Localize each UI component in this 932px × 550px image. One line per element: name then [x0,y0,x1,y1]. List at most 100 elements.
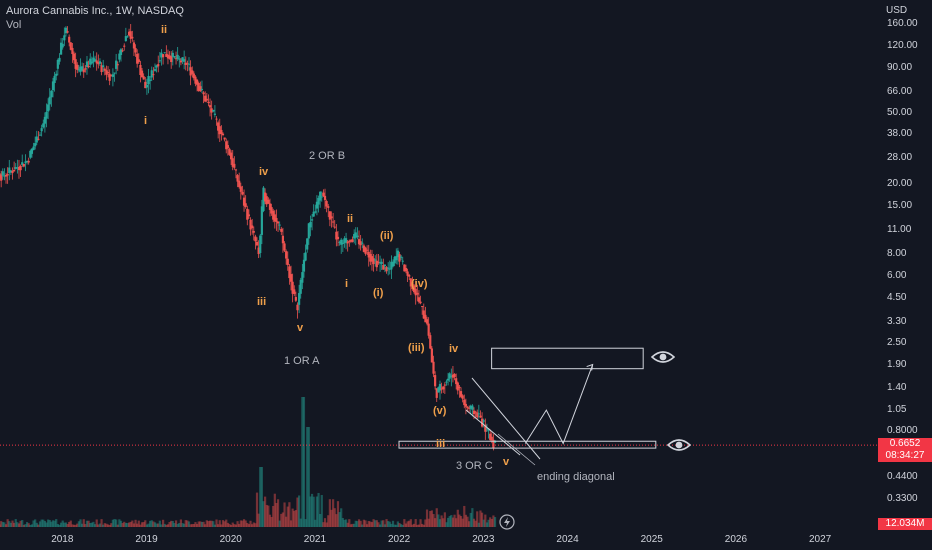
candle [453,373,456,378]
candle [255,241,259,246]
volume-bar [21,520,24,527]
candle [370,256,374,262]
volume-bar [474,520,477,527]
volume-bar [22,524,25,527]
target-zone [491,347,644,370]
candle [168,55,171,59]
candle [268,203,272,210]
volume-bar [268,514,272,527]
currency-label: USD [886,5,908,16]
volume-bar [306,427,309,527]
volume-bar [230,524,233,527]
symbol-title[interactable]: Aurora Cannabis Inc., 1W, NASDAQ [6,5,184,17]
candle [421,306,424,308]
volume-bar [285,516,288,527]
volume-bar [417,524,421,527]
volume-bar [95,519,98,527]
candle [30,148,34,154]
volume-bar [335,514,338,527]
volume-bar [387,521,390,527]
candle [157,64,160,67]
volume-bar [111,519,114,527]
candle [43,116,46,124]
volume-bar [24,524,27,527]
volume-bar [0,524,1,527]
candle [0,174,3,181]
candle [25,160,29,162]
volume-bar [16,522,19,527]
x-tick-label: 2023 [472,534,495,545]
candle [301,272,304,283]
volume-bar [453,514,456,527]
candle [102,65,105,68]
candle [354,232,357,238]
y-tick-label: 0.4400 [887,470,918,482]
candle [325,201,328,207]
candle [296,304,299,311]
volume-bar [29,524,32,527]
volume-bar [463,505,466,527]
volume-bar [388,521,391,527]
volume-bar [459,516,463,527]
candle [63,35,66,41]
candle [223,137,226,140]
candle [456,382,459,391]
volume-bar [450,515,453,527]
candle [278,224,281,226]
volume-bar [4,524,8,527]
candle [127,31,131,36]
volume-bar [422,524,425,527]
candle [391,261,395,267]
y-tick-label: 0.3300 [887,493,918,504]
volume-bar [108,524,111,527]
candle [348,240,351,242]
eye-icon[interactable] [667,437,691,453]
volume-bar [319,514,322,527]
volume-bar [25,522,29,527]
volume-bar [64,522,68,527]
volume-bar [32,520,35,527]
volume-bar [105,523,108,527]
volume-bar [249,520,252,527]
volume-bar [317,492,320,527]
candle [32,146,35,151]
candle [288,266,291,279]
volume-bar [93,524,97,527]
candle [450,375,453,377]
volume-bar [34,519,37,527]
volume-bar [370,522,374,527]
bar-countdown: 08:34:27 [885,450,925,461]
candle [351,239,354,242]
candle [362,245,365,252]
eye-icon[interactable] [651,349,675,365]
candle [231,158,234,167]
candle [422,310,425,319]
label-pointer [497,433,536,466]
candle [176,54,179,59]
volume-bar [390,523,393,527]
volume-bar [82,519,85,527]
wave-label: i [144,115,148,127]
lightning-icon[interactable] [499,514,515,530]
volume-bar [298,495,301,527]
volume-bar [74,524,77,527]
volume-bar [492,515,495,527]
volume-bar [61,520,64,527]
candle [45,111,48,119]
volume-bar [446,517,450,527]
candle [252,230,255,233]
candle [411,281,414,290]
volume-bar [85,520,89,527]
volume-bar [244,520,247,527]
volume-bar [391,520,395,527]
candle [466,406,469,408]
candle [254,236,257,242]
candle [294,297,297,301]
projection-path [524,364,594,445]
volume-bar [205,520,208,527]
volume-bar [424,519,427,527]
wave-label: (iv) [411,278,428,290]
candle [299,279,302,294]
volume-bar [419,519,422,527]
